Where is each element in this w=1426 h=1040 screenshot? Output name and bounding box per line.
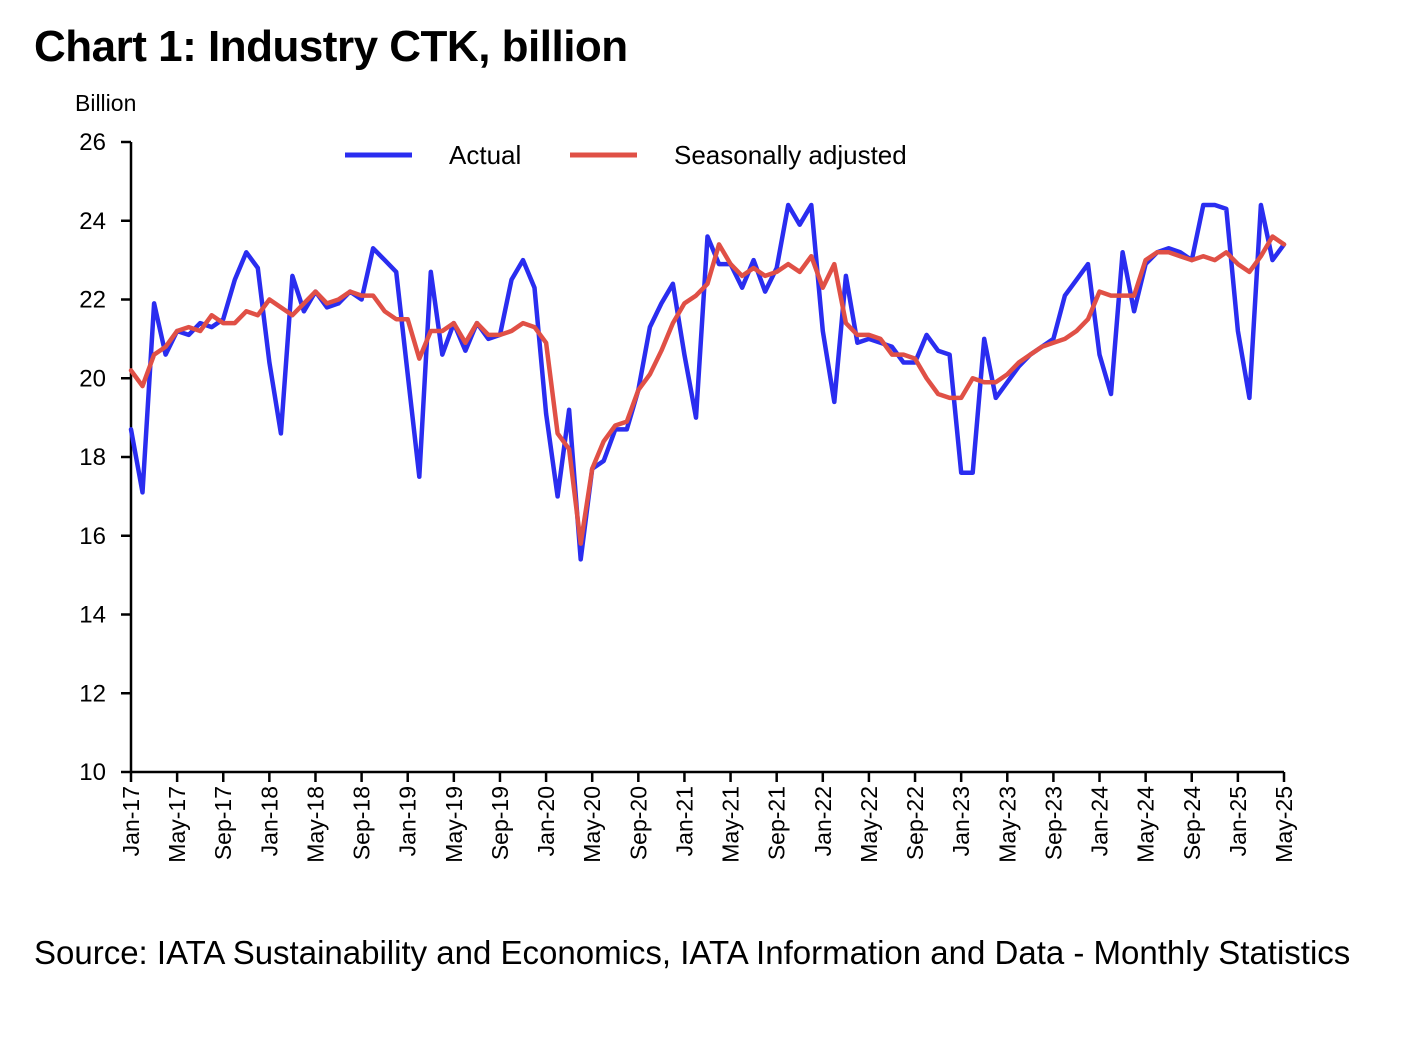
- x-tick-label: May-20: [579, 786, 605, 863]
- series-line-actual: [128, 202, 1287, 562]
- y-axis-unit-label: Billion: [75, 90, 136, 116]
- x-tick-label: Sep-18: [349, 786, 375, 860]
- y-tick-label: 20: [79, 365, 106, 392]
- x-tick-label: Sep-24: [1179, 786, 1205, 860]
- legend-label-seasonally-adjusted: Seasonally adjusted: [674, 140, 907, 170]
- series-line-seasonally-adjusted: [128, 234, 1287, 546]
- y-tick-label: 22: [79, 287, 106, 314]
- x-tick-label: Jan-22: [810, 786, 836, 856]
- x-tick-label: Jan-19: [395, 786, 421, 856]
- x-tick-label: May-21: [718, 786, 744, 863]
- x-tick-label: Jan-24: [1087, 786, 1113, 857]
- x-tick-label: May-18: [302, 786, 328, 863]
- x-tick-label: Jan-20: [533, 786, 559, 856]
- x-tick-label: May-17: [164, 786, 190, 863]
- x-tick-label: Jan-23: [948, 786, 974, 856]
- x-tick-label: Sep-23: [1040, 786, 1066, 860]
- y-tick-label: 16: [79, 523, 106, 550]
- x-tick-label: Sep-21: [764, 786, 790, 860]
- y-tick-label: 12: [79, 680, 106, 707]
- x-tick-label: May-19: [441, 786, 467, 863]
- source-note: Source: IATA Sustainability and Economic…: [34, 934, 1351, 971]
- x-tick-label: May-24: [1133, 786, 1159, 863]
- x-tick-label: Jan-21: [671, 786, 697, 856]
- x-tick-label: May-25: [1271, 786, 1297, 863]
- x-tick-label: Sep-17: [210, 786, 236, 860]
- x-tick-label: May-22: [856, 786, 882, 863]
- x-tick-label: May-23: [994, 786, 1020, 863]
- y-tick-label: 18: [79, 444, 106, 471]
- x-tick-label: Sep-19: [487, 786, 513, 860]
- legend-label-actual: Actual: [449, 140, 521, 170]
- y-tick-label: 24: [79, 208, 106, 235]
- y-tick-label: 10: [79, 759, 106, 786]
- y-tick-label: 14: [79, 602, 106, 629]
- x-tick-label: Jan-18: [256, 786, 282, 856]
- line-chart: Billion 10 12 14 16 18 20 22 24 26 Jan-17 May-17 Sep…: [75, 90, 1297, 863]
- x-tick-label: Sep-20: [625, 786, 651, 860]
- y-tick-label: 26: [79, 129, 106, 156]
- x-tick-label: Jan-17: [118, 786, 144, 856]
- chart-title: Chart 1: Industry CTK, billion: [34, 22, 628, 71]
- x-tick-label: Jan-25: [1225, 786, 1251, 856]
- x-tick-label: Sep-22: [902, 786, 928, 860]
